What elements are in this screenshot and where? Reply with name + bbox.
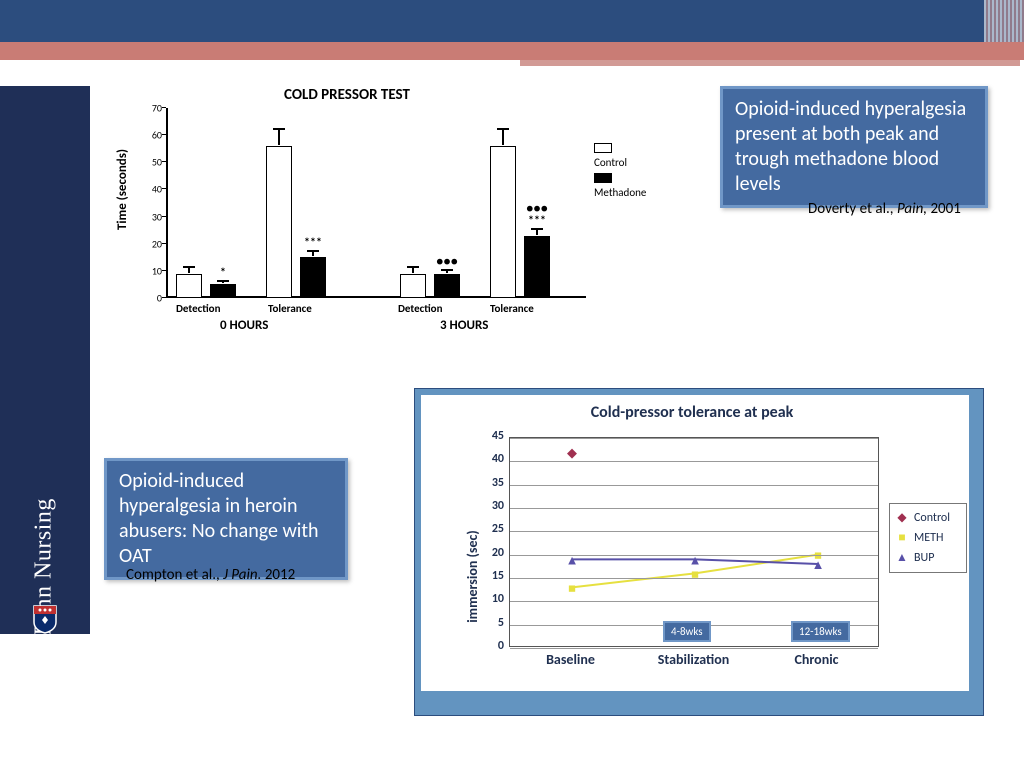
callout-box-2: Opioid-induced hyperalgesia in heroin ab… bbox=[104, 458, 348, 580]
bar-chart-cold-pressor: COLD PRESSOR TEST Time (seconds) 0102030… bbox=[120, 86, 630, 340]
chart-legend: Control Methadone bbox=[594, 140, 646, 200]
x-hour-label: 3 HOURS bbox=[440, 318, 488, 333]
citation-2: Compton et al., J Pain. 2012 bbox=[126, 566, 295, 584]
chart-plot-area: 010203040506070****●●●●●●*** bbox=[166, 108, 586, 298]
callout-text: Opioid-induced hyperalgesia in heroin ab… bbox=[119, 469, 319, 568]
x-tick-label: Chronic bbox=[755, 651, 878, 668]
svg-text:◆: ◆ bbox=[567, 446, 577, 461]
header-bar bbox=[0, 0, 1024, 42]
sidebar: Penn Nursing bbox=[0, 86, 90, 634]
chart-title: COLD PRESSOR TEST bbox=[284, 86, 410, 104]
callout-box-1: Opioid-induced hyperalgesia present at b… bbox=[720, 86, 988, 208]
svg-text:■: ■ bbox=[568, 581, 576, 596]
x-group-label: Tolerance bbox=[490, 302, 534, 315]
timepoint-tag: 4-8wks bbox=[663, 621, 711, 642]
line-chart-tolerance: Cold-pressor tolerance at peak immersion… bbox=[414, 388, 984, 716]
callout-text: Opioid-induced hyperalgesia present at b… bbox=[735, 97, 966, 196]
svg-text:▲: ▲ bbox=[812, 558, 825, 573]
chart-lines: ◆■■■▲▲▲ bbox=[510, 438, 880, 648]
chart-legend: ◆Control ■METH ▲BUP bbox=[889, 503, 967, 573]
svg-text:■: ■ bbox=[691, 567, 699, 582]
x-hour-label: 0 HOURS bbox=[220, 318, 268, 333]
x-group-label: Tolerance bbox=[268, 302, 312, 315]
chart-plot-area: immersion (sec) ◆■■■▲▲▲ 0510152025303540… bbox=[509, 437, 879, 647]
sidebar-brand-label: Penn Nursing bbox=[31, 336, 58, 636]
header-hatch bbox=[984, 0, 1024, 42]
x-group-label: Detection bbox=[176, 302, 220, 315]
x-tick-label: Baseline bbox=[509, 651, 632, 668]
chart-title: Cold-pressor tolerance at peak bbox=[415, 403, 969, 422]
y-axis-label: immersion (sec) bbox=[464, 530, 481, 623]
x-tick-label: Stabilization bbox=[632, 651, 755, 668]
x-group-label: Detection bbox=[398, 302, 442, 315]
header-thin-line bbox=[520, 60, 1020, 66]
citation-1: Doverty et al., Pain, 2001 bbox=[808, 200, 961, 218]
penn-shield-icon bbox=[32, 604, 58, 634]
y-axis-label: Time (seconds) bbox=[115, 149, 130, 230]
header-stripe bbox=[0, 42, 1024, 60]
timepoint-tag: 12-18wks bbox=[791, 621, 850, 642]
